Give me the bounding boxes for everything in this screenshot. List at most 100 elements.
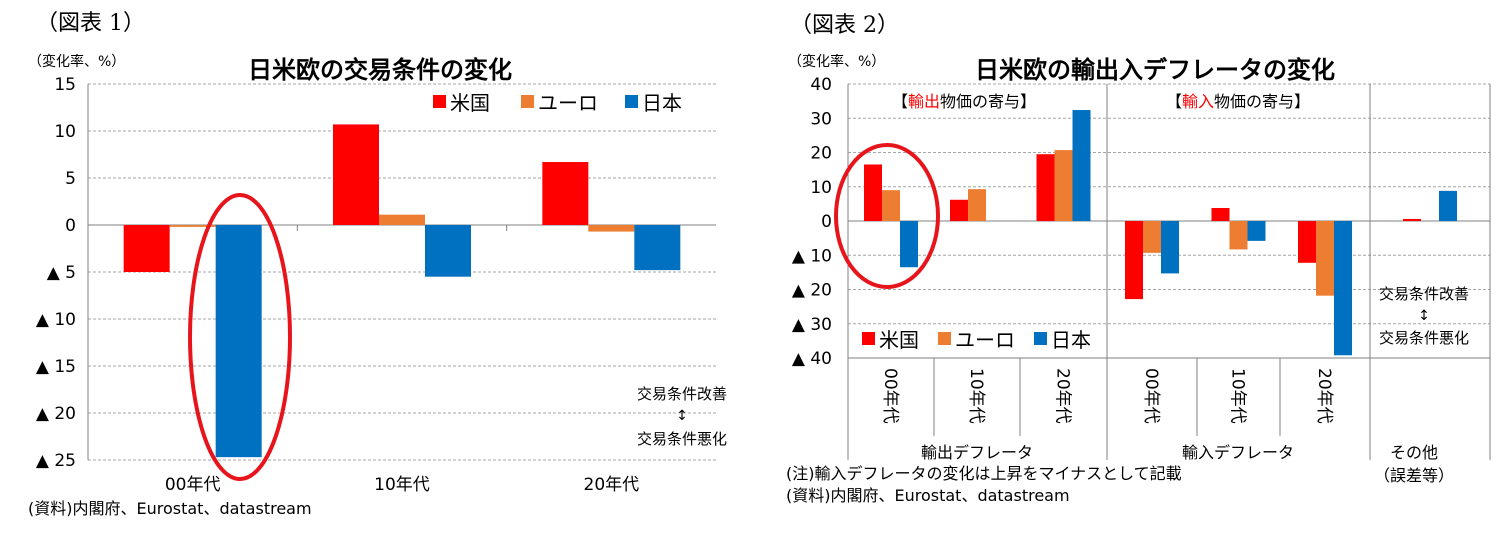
- figure-1-title: 日米欧の交易条件の変化: [248, 56, 512, 84]
- figure-2-dividers: [848, 84, 1491, 460]
- bar-japan-00年代: [900, 221, 918, 268]
- bar-euro-00年代: [169, 225, 216, 227]
- bar-japan-10年代: [425, 225, 471, 277]
- legend-label-japan: 日本: [642, 91, 682, 115]
- figure-1-gridlines: [87, 83, 716, 461]
- bar-euro-10年代: [1229, 221, 1248, 250]
- bar-us-00年代: [1125, 221, 1143, 300]
- figure-1-x-axis: 00年代 10年代 20年代: [165, 225, 639, 495]
- bar-us-20年代: [542, 162, 589, 225]
- y-tick-label: ▲ 10: [36, 310, 76, 330]
- legend-swatch-japan: [625, 95, 638, 108]
- bar-us-00年代: [864, 164, 882, 221]
- x-tick-label: 20年代: [584, 475, 640, 495]
- x-tick-label: 10年代: [1228, 368, 1248, 424]
- figure-2-y-axis: 40 30 20 10 0 ▲ 10 ▲ 20 ▲ 30 ▲ 40: [792, 75, 832, 369]
- bar-us-00年代: [123, 225, 170, 272]
- legend-label-us: 米国: [879, 328, 919, 352]
- figure-1-unit-label: （変化率、%）: [28, 53, 125, 70]
- y-tick-label: ▲ 5: [47, 263, 76, 283]
- y-tick-label: 30: [810, 109, 832, 129]
- bar-us-other: [1403, 218, 1421, 221]
- annotation-worsen: 交易条件悪化: [1379, 329, 1469, 347]
- x-tick-label: 10年代: [374, 475, 430, 495]
- bar-euro-00年代: [1143, 221, 1161, 253]
- annotation-improve: 交易条件改善: [1379, 285, 1469, 303]
- figure-1-y-axis: 15 10 5 0 ▲ 5 ▲ 10 ▲ 15 ▲ 20 ▲ 25: [36, 75, 76, 471]
- figure-2-group-labels: 輸出デフレータ 輸入デフレータ その他 （誤差等）: [921, 443, 1454, 485]
- y-tick-label: ▲ 10: [792, 246, 832, 266]
- y-tick-label: ▲ 40: [792, 349, 832, 369]
- updown-arrow-icon: ↕: [1418, 308, 1430, 324]
- group-label-other: その他: [1390, 443, 1438, 462]
- figure-2-bars: [864, 110, 1457, 356]
- legend-swatch-euro: [521, 95, 534, 108]
- bar-japan-00年代: [1161, 221, 1179, 274]
- bar-us-20年代: [1298, 221, 1316, 263]
- updown-arrow-icon: ↕: [676, 408, 688, 424]
- x-tick-label: 00年代: [165, 475, 221, 495]
- y-tick-label: ▲ 30: [792, 315, 832, 335]
- bar-euro-00年代: [882, 190, 900, 221]
- y-tick-label: 20: [810, 144, 832, 164]
- bar-euro-20年代: [1316, 221, 1334, 296]
- y-tick-label: 0: [65, 216, 76, 236]
- group-label-export: 輸出デフレータ: [921, 443, 1033, 462]
- legend-swatch-us: [862, 332, 875, 345]
- bar-euro-10年代: [968, 189, 986, 221]
- legend-label-euro: ユーロ: [538, 91, 598, 115]
- bar-us-10年代: [333, 124, 379, 225]
- bar-us-10年代: [1211, 207, 1230, 221]
- x-tick-label: 20年代: [1053, 368, 1073, 424]
- figure-1-legend: 米国 ユーロ 日本: [433, 91, 682, 115]
- figure-1-bars: [123, 124, 681, 458]
- highlight-ellipse: [188, 193, 292, 481]
- y-tick-label: 15: [54, 75, 76, 95]
- x-tick-label: 00年代: [1141, 368, 1161, 424]
- y-tick-label: ▲ 20: [792, 281, 832, 301]
- bar-japan-20年代: [1334, 221, 1352, 356]
- figure-2-note: (注)輸入デフレータの変化は上昇をマイナスとして記載: [786, 464, 1182, 483]
- figure-2: （図表 2） （変化率、%） 日米欧の輸出入デフレータの変化 40 30 20 10 0…: [786, 13, 1491, 505]
- bar-japan-20年代: [634, 225, 681, 271]
- y-tick-label: 5: [65, 169, 76, 189]
- y-tick-label: ▲ 15: [36, 357, 76, 377]
- bar-us-10年代: [950, 199, 968, 221]
- annotation-improve: 交易条件改善: [637, 385, 727, 403]
- bar-us-20年代: [1036, 154, 1055, 221]
- y-tick-label: 10: [54, 122, 76, 142]
- figure-1-annotation: 交易条件改善 ↕ 交易条件悪化: [637, 385, 727, 448]
- legend-label-japan: 日本: [1051, 328, 1091, 352]
- y-tick-label: ▲ 25: [36, 451, 76, 471]
- bar-japan-20年代: [1072, 110, 1091, 221]
- x-tick-label: 10年代: [966, 368, 986, 424]
- highlight-ellipse: [834, 143, 940, 289]
- y-tick-label: 10: [810, 178, 832, 198]
- export-contribution-label: 【輸出物価の寄与】: [892, 92, 1036, 111]
- figure-2-unit-label: （変化率、%）: [788, 53, 885, 70]
- x-tick-label: 20年代: [1314, 368, 1334, 424]
- legend-label-euro: ユーロ: [955, 328, 1015, 352]
- legend-label-us: 米国: [450, 91, 490, 115]
- figure-2-annotation: 交易条件改善 ↕ 交易条件悪化: [1379, 285, 1469, 347]
- group-label-import: 輸入デフレータ: [1182, 443, 1294, 462]
- legend-swatch-euro: [938, 332, 951, 345]
- legend-swatch-us: [433, 95, 446, 108]
- y-tick-label: 40: [810, 75, 832, 95]
- bar-japan-00年代: [215, 225, 262, 458]
- figure-2-label: （図表 2）: [790, 13, 899, 38]
- x-tick-label: 00年代: [880, 368, 900, 424]
- figure-2-source: (資料)内閣府、Eurostat、datastream: [786, 486, 1070, 505]
- legend-swatch-japan: [1034, 332, 1047, 345]
- figure-2-gridlines: [847, 83, 1490, 460]
- y-tick-label: 0: [821, 212, 832, 232]
- figure-2-title: 日米欧の輸出入デフレータの変化: [975, 56, 1335, 84]
- figure-1-label: （図表 1）: [36, 11, 145, 36]
- figure-2-legend: 米国 ユーロ 日本: [862, 328, 1091, 352]
- bar-euro-20年代: [588, 225, 635, 232]
- figure-1: （図表 1） （変化率、%） 日米欧の交易条件の変化 15 10 5 0 ▲ 5 ▲ 10…: [28, 11, 727, 518]
- figure-2-x-axis: 00年代 10年代 20年代 00年代 10年代 20年代: [880, 368, 1334, 424]
- bar-japan-10年代: [1247, 221, 1266, 241]
- figure-1-source: (資料)内閣府、Eurostat、datastream: [28, 499, 312, 518]
